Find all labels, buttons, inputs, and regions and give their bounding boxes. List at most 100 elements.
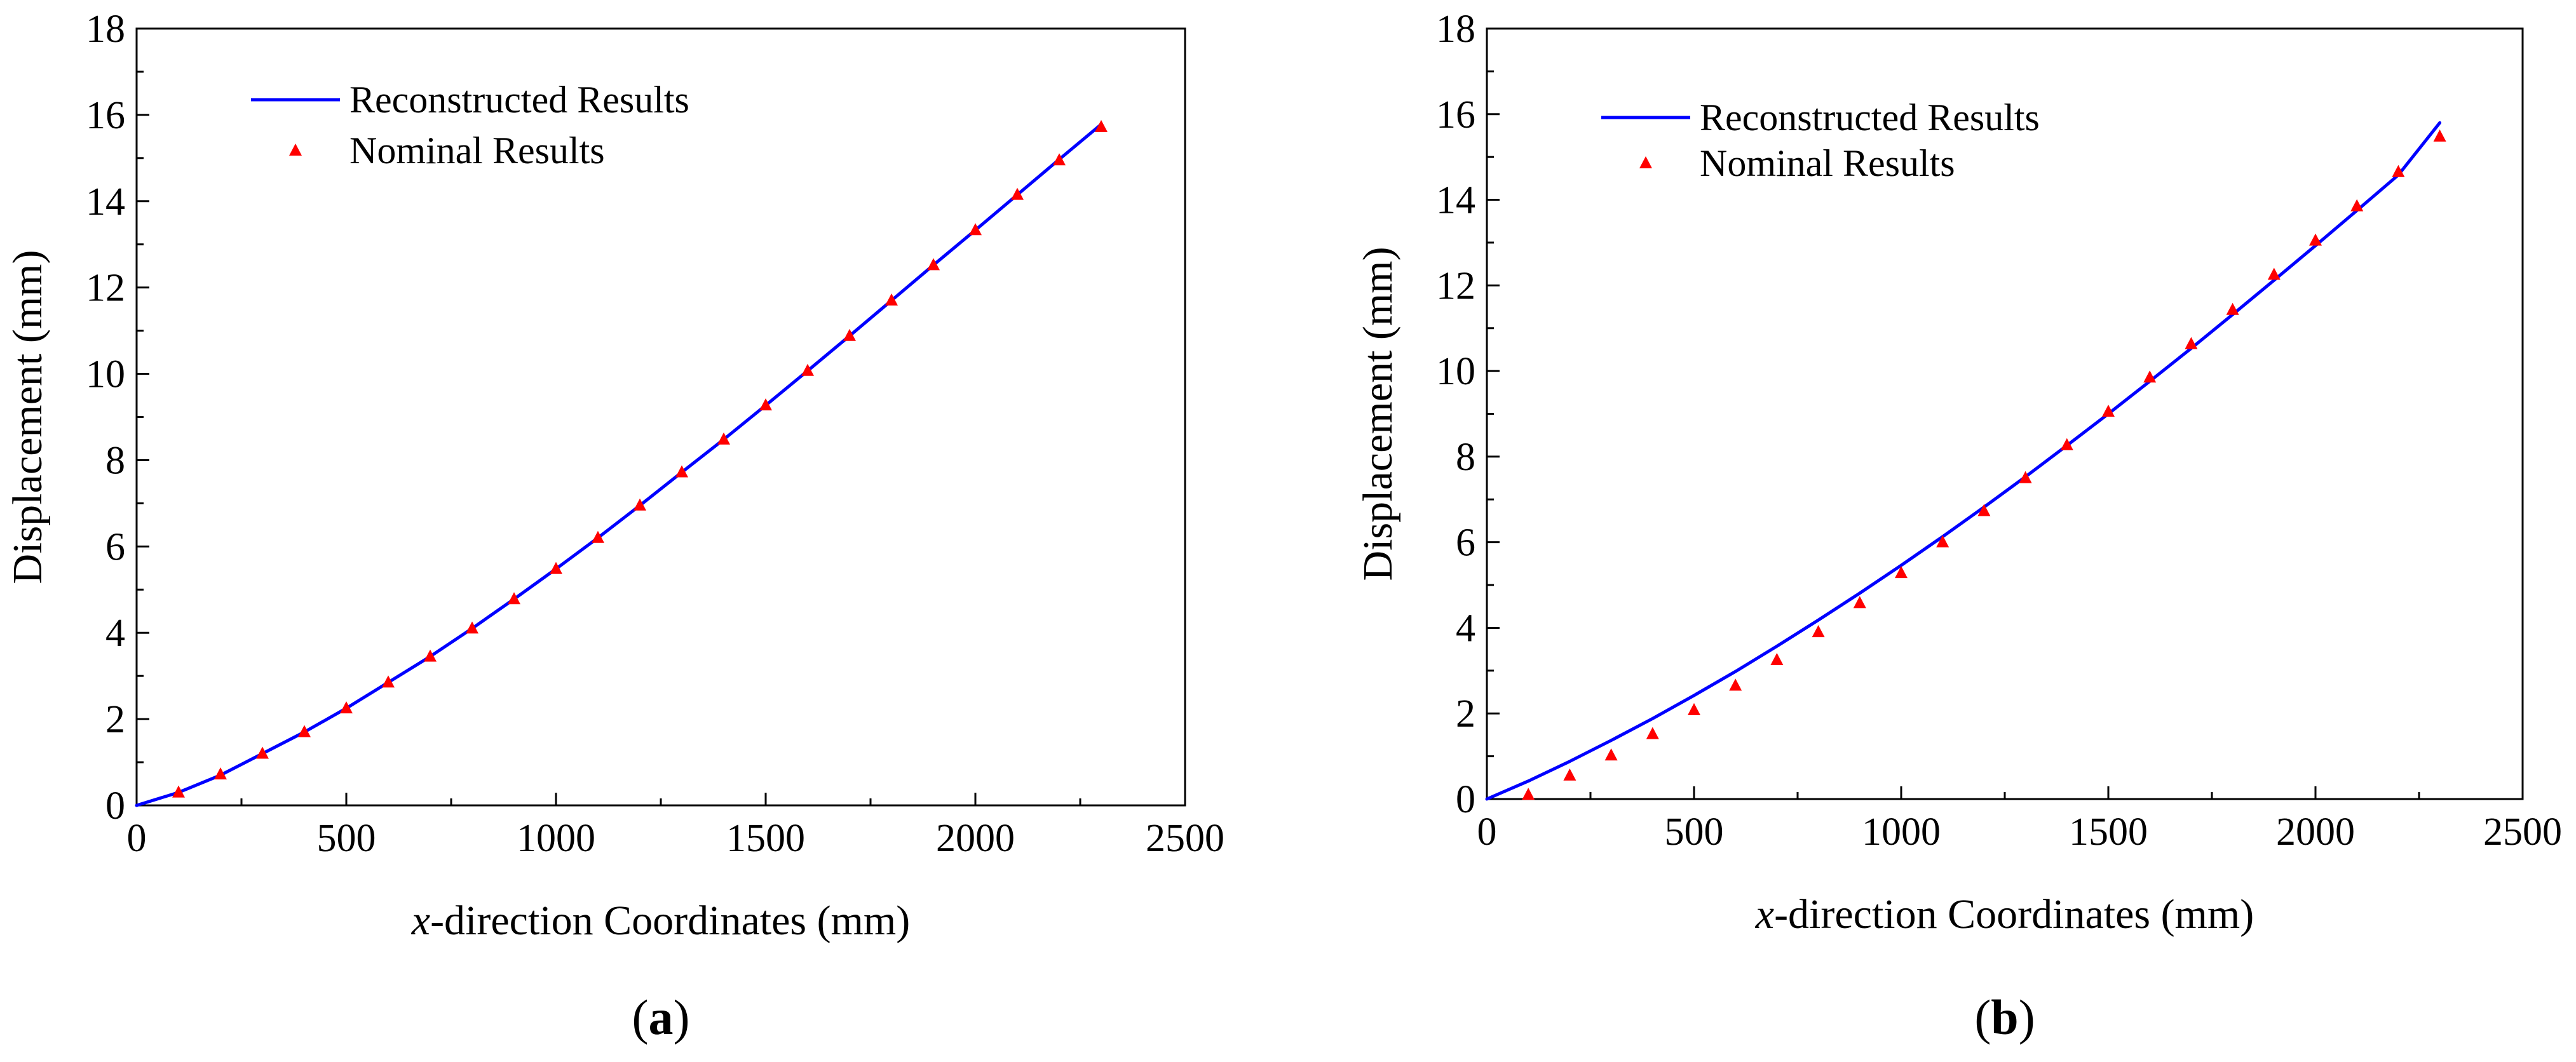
data-point-nominal-results <box>1729 678 1742 691</box>
x-tick-label: 2000 <box>936 817 1015 860</box>
legend-label: Reconstructed Results <box>1700 97 2040 138</box>
y-tick-label: 14 <box>86 180 125 224</box>
series-line-reconstructed-results <box>135 123 1103 807</box>
data-point-nominal-results <box>1011 187 1024 200</box>
y-tick-label: 14 <box>1436 179 1475 222</box>
data-point-nominal-results <box>1563 768 1576 781</box>
y-tick-label: 12 <box>1436 264 1475 307</box>
legend-label: Nominal Results <box>1700 142 1955 184</box>
y-tick-label: 2 <box>1456 692 1475 736</box>
caption-letter: b <box>1991 990 2018 1045</box>
data-point-nominal-results <box>382 675 395 688</box>
data-point-nominal-results <box>1522 788 1535 800</box>
data-point-nominal-results <box>2143 370 2157 383</box>
data-point-nominal-results <box>1977 504 1991 516</box>
data-point-nominal-results <box>969 223 982 236</box>
data-point-nominal-results <box>1770 652 1784 665</box>
y-tick-label: 16 <box>1436 93 1475 137</box>
y-tick-label: 16 <box>86 94 125 137</box>
data-point-nominal-results <box>298 725 311 737</box>
data-point-nominal-results <box>1646 727 1659 739</box>
x-tick-label: 0 <box>1477 810 1497 854</box>
data-point-nominal-results <box>2392 165 2405 177</box>
panel-caption: (b) <box>1974 990 2035 1045</box>
y-axis-label: Displacement (mm) <box>1355 246 1401 581</box>
data-point-nominal-results <box>2433 129 2446 142</box>
data-point-nominal-results <box>466 621 478 634</box>
data-point-nominal-results <box>508 592 520 605</box>
y-tick-label: 0 <box>1456 778 1475 821</box>
x-tick-label: 500 <box>1665 810 1724 854</box>
y-tick-label: 18 <box>1436 8 1475 51</box>
legend-label: Reconstructed Results <box>349 79 689 121</box>
y-tick-label: 8 <box>1456 436 1475 479</box>
caption-open-paren: ( <box>632 990 649 1045</box>
chart-panel-a: 0 500 1000 1500 2000 2500 0 2 4 6 8 10 12 14 16 18 x-dir… <box>4 8 1224 1045</box>
legend-triangle-swatch <box>289 144 302 156</box>
caption-close-paren: ) <box>2019 990 2035 1045</box>
chart-panel-b: 0 500 1000 1500 2000 2500 0 2 4 6 8 10 12 14 16 18 x-dir… <box>1355 8 2562 1045</box>
data-point-nominal-results <box>801 363 814 376</box>
data-point-nominal-results <box>2060 438 2073 450</box>
data-point-nominal-results <box>634 498 646 511</box>
y-tick-label: 10 <box>1436 350 1475 393</box>
x-axis-label-rest: -direction Coordinates (mm) <box>1774 891 2254 938</box>
x-axis-label: x-direction Coordinates (mm) <box>1755 891 2254 938</box>
data-point-nominal-results <box>424 649 437 662</box>
x-tick-label: 1000 <box>1862 810 1941 854</box>
data-point-nominal-results <box>843 328 856 341</box>
data-point-nominal-results <box>885 293 898 306</box>
y-tick-label: 18 <box>86 8 125 51</box>
data-point-nominal-results <box>1604 748 1618 761</box>
y-tick-label: 8 <box>105 439 125 482</box>
data-point-nominal-results <box>1053 153 1066 166</box>
y-tick-label: 4 <box>1456 607 1475 650</box>
y-tick-label: 6 <box>1456 521 1475 565</box>
data-point-nominal-results <box>172 785 185 798</box>
data-point-nominal-results <box>1095 119 1108 132</box>
data-point-nominal-results <box>927 258 940 271</box>
data-point-nominal-results <box>1812 625 1825 638</box>
data-point-nominal-results <box>1895 566 1908 579</box>
legend-label: Nominal Results <box>349 130 605 171</box>
data-point-nominal-results <box>2350 199 2364 212</box>
data-point-nominal-results <box>717 432 730 445</box>
plot-frame <box>135 27 1186 807</box>
x-tick-label: 1000 <box>517 817 595 860</box>
data-point-nominal-results <box>1936 535 1949 548</box>
caption-open-paren: ( <box>1974 990 1991 1045</box>
data-point-nominal-results <box>2185 337 2198 349</box>
x-tick-label: 2500 <box>1146 817 1224 860</box>
legend-triangle-swatch <box>1639 156 1652 168</box>
x-axis-label-italic: x <box>411 897 430 944</box>
series-line-reconstructed-results <box>1485 121 2442 801</box>
caption-letter: a <box>649 990 674 1045</box>
data-point-nominal-results <box>340 701 353 714</box>
data-point-nominal-results <box>2309 233 2322 246</box>
data-point-nominal-results <box>550 561 562 574</box>
x-axis-label-rest: -direction Coordinates (mm) <box>430 897 910 944</box>
plot-frame <box>1486 27 2524 800</box>
x-tick-label: 500 <box>317 817 376 860</box>
data-point-nominal-results <box>1853 596 1866 608</box>
x-tick-label: 1500 <box>2069 810 2148 854</box>
data-point-nominal-results <box>2102 405 2115 417</box>
x-axis-label: x-direction Coordinates (mm) <box>411 897 910 944</box>
y-tick-label: 4 <box>105 612 125 655</box>
x-tick-label: 2500 <box>2483 810 2562 854</box>
data-point-nominal-results <box>2267 267 2281 280</box>
y-tick-label: 0 <box>105 784 125 828</box>
caption-close-paren: ) <box>674 990 690 1045</box>
data-point-nominal-results <box>1688 702 1700 715</box>
y-axis-label: Displacement (mm) <box>4 250 51 584</box>
data-point-nominal-results <box>256 746 269 759</box>
data-point-nominal-results <box>759 398 772 411</box>
data-point-nominal-results <box>675 465 688 478</box>
y-tick-label: 2 <box>105 698 125 741</box>
panel-caption: (a) <box>632 990 690 1045</box>
x-axis-label-italic: x <box>1755 891 1774 938</box>
x-tick-label: 0 <box>127 817 147 860</box>
y-tick-label: 6 <box>105 525 125 568</box>
x-tick-label: 2000 <box>2276 810 2355 854</box>
